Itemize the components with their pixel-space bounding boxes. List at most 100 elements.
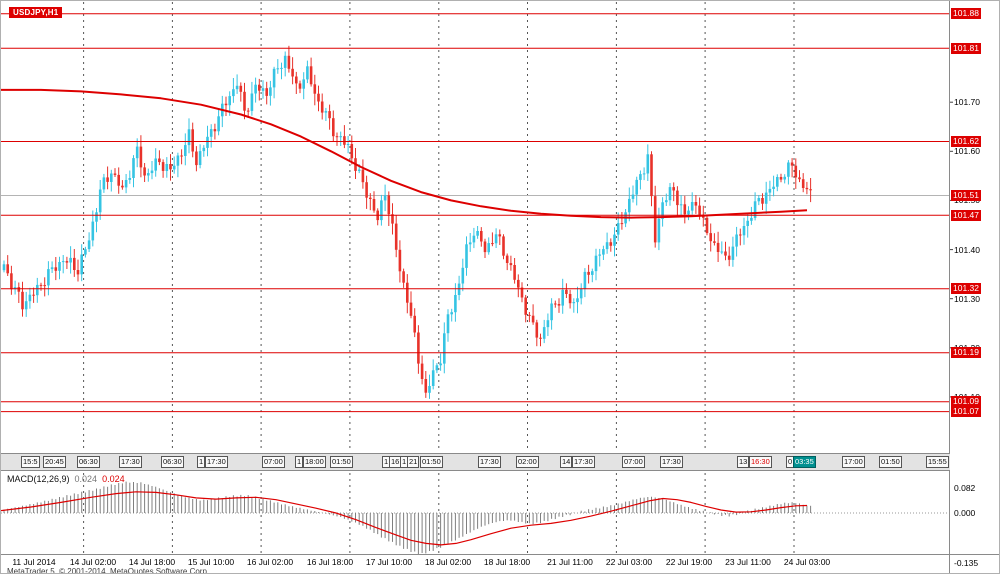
candle-body — [761, 198, 764, 204]
candle-body — [402, 271, 405, 283]
candle-body — [413, 315, 416, 333]
candle-body — [753, 201, 757, 218]
candle-body — [113, 173, 117, 175]
candle-body — [391, 214, 394, 224]
level-price-label: 101.81 — [951, 42, 981, 54]
candle-body — [661, 202, 664, 219]
candle-body — [143, 167, 146, 176]
time-axis-label: 14 Jul 02:00 — [69, 557, 117, 567]
time-axis-label: 18 Jul 02:00 — [424, 557, 472, 567]
candle-body — [809, 189, 812, 191]
candle-body — [302, 79, 305, 89]
price-axis[interactable]: 101.70101.60101.50101.40101.30101.20101.… — [950, 1, 999, 573]
candle-body — [394, 223, 398, 250]
candle-body — [746, 220, 749, 226]
candle-body — [202, 147, 206, 152]
candle-body — [517, 279, 520, 288]
price-axis-tick: 101.40 — [954, 244, 980, 255]
time-axis-label: 22 Jul 03:00 — [605, 557, 653, 567]
candle-body — [106, 177, 109, 182]
trade-time-marker: 1 — [295, 456, 304, 468]
candle-body — [739, 234, 742, 236]
candle-body — [406, 282, 409, 303]
candle-body — [317, 93, 320, 102]
trade-time-marker: 13 — [737, 456, 750, 468]
candle-body — [639, 174, 642, 180]
time-axis-label: 16 Jul 18:00 — [306, 557, 354, 567]
candle-body — [21, 291, 24, 310]
candle-body — [591, 271, 594, 275]
candle-body — [380, 200, 383, 221]
candle-body — [169, 164, 172, 170]
candle-body — [443, 333, 446, 364]
copyright-text: MetaTrader 5, © 2001-2014, MetaQuotes So… — [7, 567, 210, 574]
time-axis-label: 14 Jul 18:00 — [128, 557, 176, 567]
candle-body — [476, 231, 479, 236]
candle-body — [291, 68, 294, 77]
candle-body — [450, 312, 453, 315]
candle-body — [232, 89, 235, 97]
candle-body — [195, 151, 198, 166]
candle-body — [542, 327, 546, 339]
candle-body — [801, 179, 805, 188]
candle-body — [246, 110, 250, 112]
candle-body — [6, 264, 9, 274]
candle-body — [609, 242, 613, 246]
candle-body — [213, 129, 217, 132]
candle-body — [576, 298, 579, 303]
time-axis-label: 11 Jul 2014 — [12, 557, 56, 567]
candle-body — [239, 85, 243, 92]
time-axis-label: 18 Jul 18:00 — [483, 557, 531, 567]
candle-body — [568, 294, 572, 304]
candle-body — [254, 84, 257, 94]
candle-body — [36, 284, 39, 296]
macd-signal-value: 0.024 — [102, 474, 125, 484]
candle-body — [420, 363, 424, 379]
candle-body — [306, 66, 309, 80]
moving-average — [1, 88, 808, 219]
candle-body — [557, 304, 561, 306]
macd-axis-tick: 0.082 — [954, 483, 976, 494]
time-axis-label: 21 Jul 11:00 — [547, 557, 593, 567]
candle-body — [620, 223, 624, 225]
candle-body — [243, 91, 246, 111]
candle-body — [287, 55, 291, 69]
candle-body — [698, 205, 701, 215]
trade-time-marker: 02:00 — [516, 456, 539, 468]
candle-body — [602, 249, 605, 255]
candle-body — [687, 210, 690, 215]
trade-time-marker: 14 — [560, 456, 573, 468]
candle-body — [480, 231, 483, 242]
macd-indicator-name: MACD(12,26,9) — [7, 474, 70, 484]
candle-body — [309, 66, 313, 85]
candle-body — [653, 196, 657, 243]
candle-body — [565, 289, 568, 294]
candle-body — [783, 176, 786, 180]
candle-body — [742, 226, 746, 236]
candle-body — [539, 337, 542, 339]
candle-body — [505, 255, 509, 263]
candle-body — [794, 165, 798, 178]
candle-body — [47, 269, 50, 286]
candle-body — [24, 301, 28, 310]
price-axis-tick: 101.70 — [954, 97, 980, 108]
time-axis[interactable]: 11 Jul 2014 14 Jul 02:00 14 Jul 18:00 15 Ju… — [1, 557, 950, 568]
candle-body — [613, 234, 616, 246]
candle-body — [798, 177, 801, 180]
candle-body — [724, 251, 727, 256]
candle-body — [228, 96, 231, 106]
candle-body — [117, 174, 120, 186]
trade-time-marker: 03:35 — [793, 456, 816, 468]
candle-body — [343, 136, 346, 145]
period-separators — [83, 2, 795, 554]
candle-body — [280, 67, 283, 69]
candle-body — [790, 162, 794, 166]
candle-body — [313, 84, 317, 94]
candle-body — [731, 246, 735, 260]
candle-body — [250, 93, 254, 111]
candle-body — [502, 236, 505, 256]
candle-body — [605, 242, 609, 250]
candle-body — [217, 116, 220, 132]
price-axis-tick: 101.30 — [954, 293, 980, 304]
